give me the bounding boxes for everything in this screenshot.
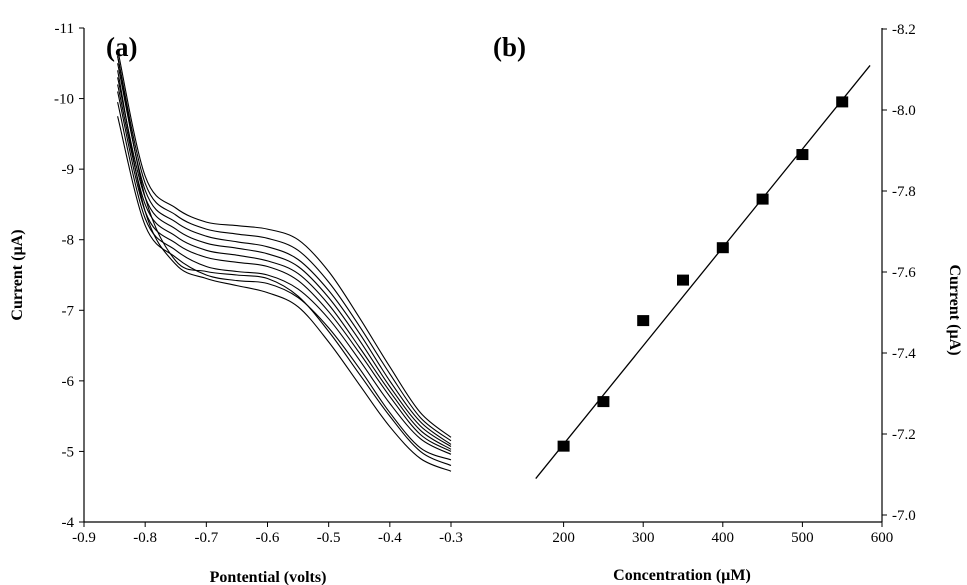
panel-b-x-tick-label: 300 xyxy=(632,530,655,546)
panel-a: -0.9 -0.8 -0.7 -0.6 -0.5 -0.4 -0.3 -4-5-6-7-8-… xyxy=(9,21,484,585)
panel-a-y-tick-label: -9 xyxy=(62,162,75,178)
panel-a-y-tick-label: -5 xyxy=(62,444,75,460)
panel-b-label: (b) xyxy=(493,32,526,62)
panel-b-x-tick-label: 600 xyxy=(871,530,894,546)
panel-a-voltammogram-curve xyxy=(117,56,452,442)
panel-a-x-ticks: -0.9 -0.8 -0.7 -0.6 -0.5 -0.4 -0.3 xyxy=(72,522,463,546)
panel-a-x-tick-label: -0.4 xyxy=(378,530,402,546)
panel-b-y-tick-label: -7.6 xyxy=(892,265,916,281)
panel-a-voltammogram-curve xyxy=(117,77,452,447)
panel-b-data-point xyxy=(836,96,849,108)
panel-b-x-tick-label: 400 xyxy=(712,530,735,546)
panel-a-x-tick-label: -0.6 xyxy=(256,530,280,546)
panel-b-y-axis-title: Current (µA) xyxy=(946,264,963,355)
panel-a-x-tick-label: -0.5 xyxy=(317,530,341,546)
panel-a-x-tick-label: -0.3 xyxy=(439,530,463,546)
panel-b-y-tick-label: -8.0 xyxy=(892,103,916,119)
panel-b-data-point xyxy=(597,396,610,408)
panel-a-x-tick-label: -0.8 xyxy=(133,530,157,546)
panel-b-y-tick-label: -7.4 xyxy=(892,346,916,362)
panel-b-x-tick-label: 500 xyxy=(791,530,814,546)
panel-a-axes xyxy=(83,28,484,523)
panel-b-data-point xyxy=(796,149,809,161)
panel-b-x-ticks: 200 300 400 500 600 xyxy=(552,522,893,546)
panel-b-x-tick-label: 200 xyxy=(552,530,575,546)
panel-b-x-axis-title: Concentration (µM) xyxy=(613,567,751,584)
panel-b-points xyxy=(557,96,849,452)
panel-a-x-tick-label: -0.7 xyxy=(194,530,218,546)
panel-a-voltammogram-curve xyxy=(117,56,452,467)
panel-a-curves xyxy=(117,49,452,472)
panel-a-voltammogram-curve xyxy=(117,49,452,438)
panel-a-y-tick-label: -10 xyxy=(54,92,74,108)
panel-a-voltammogram-curve xyxy=(117,63,452,445)
panel-b-data-point xyxy=(557,440,570,452)
panel-b-y-tick-label: -7.0 xyxy=(892,508,916,524)
panel-a-y-tick-label: -6 xyxy=(62,374,75,390)
panel-a-label: (a) xyxy=(106,32,137,62)
panel-b-data-point xyxy=(716,242,729,254)
panel-a-voltammogram-curve xyxy=(117,70,452,472)
panel-a-x-tick-label: -0.9 xyxy=(72,530,96,546)
panel-a-voltammogram-curve xyxy=(117,84,452,450)
panel-b-regression-line xyxy=(535,65,871,479)
panel-b-data-point xyxy=(677,274,689,286)
panel-a-y-ticks: -4 -5 -6 -7 -8 -9 -10 -11 xyxy=(54,21,84,531)
panel-a-y-tick-label: -4 xyxy=(62,515,75,531)
panel-b: 200 300 400 500 600 -7.0 -7.2 -7.4 -7.6 -7.8 -8.0… xyxy=(484,22,963,584)
panel-a-y-axis-title: Current (µA) xyxy=(9,229,26,320)
panel-a-voltammogram-curve xyxy=(117,91,452,452)
panel-b-fit-line xyxy=(535,65,871,479)
panel-b-y-tick-label: -7.2 xyxy=(892,427,916,443)
panel-a-y-tick-label: -7 xyxy=(62,303,75,319)
panel-a-voltammogram-curve xyxy=(117,116,452,461)
panel-a-x-axis-title: Pontential (volts) xyxy=(210,569,327,585)
panel-b-y-tick-label: -7.8 xyxy=(892,184,916,200)
panel-b-data-point xyxy=(756,193,769,205)
panel-b-data-point xyxy=(637,315,650,327)
panel-b-y-tick-label: -8.2 xyxy=(892,22,916,38)
panel-a-y-tick-label: -11 xyxy=(55,21,74,37)
panel-b-y-ticks: -7.0 -7.2 -7.4 -7.6 -7.8 -8.0 -8.2 xyxy=(882,22,916,524)
panel-a-y-tick-label: -8 xyxy=(62,233,75,249)
